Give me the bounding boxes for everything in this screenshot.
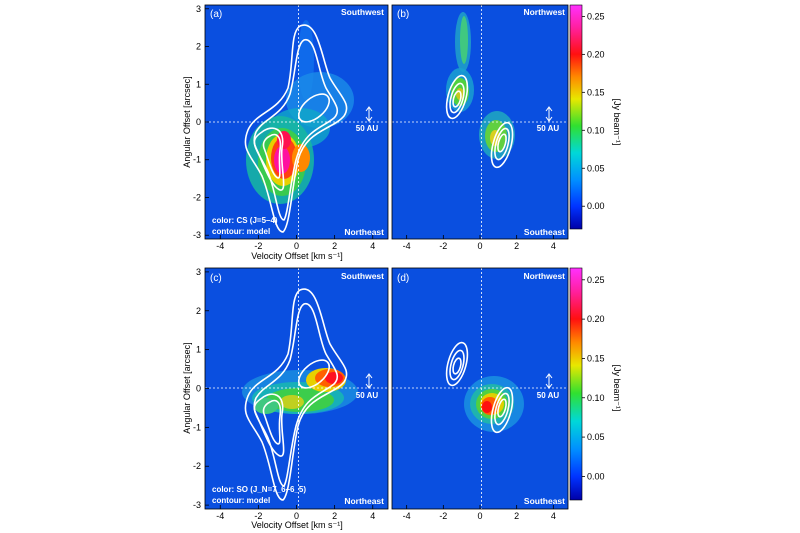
panel-b-model-contours [445, 74, 514, 169]
y-axis-label-bottom: Angular Offset [arcsec] [182, 342, 192, 433]
x-tick-label: 0 [294, 241, 299, 251]
colorbar-tick-label: 0.00 [587, 471, 605, 481]
colorbar-bottom: [Jy beam⁻¹] [569, 267, 622, 501]
y-tick-label: 2 [196, 306, 201, 316]
y-tick-label: 2 [196, 42, 201, 52]
colorbar-top: [Jy beam⁻¹] [569, 4, 622, 230]
x-tick-label: 4 [370, 511, 375, 521]
x-tick-label: -2 [254, 511, 262, 521]
panel-a-letter: (a) [210, 9, 222, 20]
y-tick-label: -2 [193, 192, 201, 202]
x-tick-label: -4 [403, 241, 411, 251]
panel-c-note-line1: color: SO (J_N=7_6–6_5) [212, 485, 306, 494]
x-tick-label: -4 [216, 511, 224, 521]
panel-c: (c) Southwest Northeast color: SO (J_N=7… [204, 267, 389, 510]
colorbar-top-label: [Jy beam⁻¹] [612, 99, 622, 146]
x-axis-label-top: Velocity Offset [km s⁻¹] [251, 251, 343, 261]
colorbar-top-gradient [569, 4, 583, 230]
panel-a-note-line1: color: CS (J=5–4) [212, 216, 278, 225]
panel-b: (b) Northwest Southeast 50 AU [391, 4, 569, 240]
y-tick-label: 0 [196, 384, 201, 394]
x-axis-label-bottom: Velocity Offset [km s⁻¹] [251, 520, 343, 530]
x-tick-label: 4 [551, 241, 556, 251]
colorbar-tick-label: 0.00 [587, 201, 605, 211]
panel-c-letter: (c) [210, 273, 222, 284]
colorbar-tick-label: 0.25 [587, 275, 605, 285]
colorbar-tick-label: 0.20 [587, 49, 605, 59]
y-tick-label: 3 [196, 4, 201, 14]
x-tick-label: 4 [370, 241, 375, 251]
panel-c-model-contours [244, 288, 348, 501]
panel-c-bottom-label: Northeast [344, 496, 384, 506]
panel-d-top-label: Northwest [523, 271, 565, 281]
panel-b-scale-label: 50 AU [537, 124, 560, 133]
panel-a-bottom-label: Northeast [344, 227, 384, 237]
panel-a-note-line2: contour: model [212, 227, 270, 236]
y-tick-label: -3 [193, 500, 201, 510]
x-tick-label: -2 [439, 511, 447, 521]
y-tick-label: -2 [193, 461, 201, 471]
panel-d-letter: (d) [397, 273, 409, 284]
x-tick-label: -2 [254, 241, 262, 251]
panel-a-scale-label: 50 AU [356, 124, 379, 133]
x-tick-label: 2 [332, 241, 337, 251]
y-tick-label: 0 [196, 117, 201, 127]
colorbar-tick-label: 0.15 [587, 353, 605, 363]
panel-b-scale-bar: 50 AU [537, 106, 560, 133]
colorbar-tick-label: 0.15 [587, 87, 605, 97]
axis-ticks: -4 -2 0 2 4 -4 -2 0 2 4 -4 -2 0 2 4 -4 -2 0 2 4 3 2 1 0 -1 -2 -3 3 2… [193, 4, 605, 521]
colorbar-tick-label: 0.25 [587, 11, 605, 21]
x-tick-label: 0 [294, 511, 299, 521]
x-tick-label: 2 [332, 511, 337, 521]
panel-c-scale-bar: 50 AU [356, 373, 379, 400]
colorbar-tick-label: 0.05 [587, 163, 605, 173]
y-tick-label: -1 [193, 422, 201, 432]
panel-d-scale-label: 50 AU [537, 391, 560, 400]
colorbar-bottom-label: [Jy beam⁻¹] [612, 365, 622, 412]
y-tick-label: 1 [196, 79, 201, 89]
panel-d-model-contours [445, 341, 514, 434]
x-tick-label: 4 [551, 511, 556, 521]
panel-b-bottom-label: Southeast [524, 227, 565, 237]
panel-c-emission [242, 368, 358, 414]
panel-a: (a) Southwest Northeast color: CS (J=5–4… [204, 4, 389, 240]
y-tick-label: -1 [193, 155, 201, 165]
y-axis-label-top: Angular Offset [arcsec] [182, 76, 192, 167]
y-tick-label: -3 [193, 230, 201, 240]
panel-d-bottom-label: Southeast [524, 496, 565, 506]
panel-d-scale-bar: 50 AU [537, 373, 560, 400]
x-tick-label: 2 [514, 511, 519, 521]
colorbar-tick-label: 0.20 [587, 314, 605, 324]
colorbar-tick-label: 0.10 [587, 393, 605, 403]
panel-c-scale-label: 50 AU [356, 391, 379, 400]
panel-b-top-label: Northwest [523, 7, 565, 17]
x-tick-label: 0 [477, 511, 482, 521]
colorbar-tick-label: 0.05 [587, 432, 605, 442]
colorbar-tick-label: 0.10 [587, 125, 605, 135]
panel-b-letter: (b) [397, 9, 409, 20]
x-tick-label: 2 [514, 241, 519, 251]
panel-a-model-contours [244, 24, 348, 233]
panel-c-note-line2: contour: model [212, 496, 270, 505]
y-tick-label: 3 [196, 267, 201, 277]
panel-a-top-label: Southwest [341, 7, 384, 17]
x-tick-label: -4 [403, 511, 411, 521]
panel-a-scale-bar: 50 AU [356, 106, 379, 133]
x-tick-label: -4 [216, 241, 224, 251]
y-tick-label: 1 [196, 345, 201, 355]
x-tick-label: 0 [477, 241, 482, 251]
panel-c-top-label: Southwest [341, 271, 384, 281]
colorbar-bottom-gradient [569, 267, 583, 501]
panel-d: (d) Northwest Southeast 50 AU [391, 267, 569, 510]
x-tick-label: -2 [439, 241, 447, 251]
